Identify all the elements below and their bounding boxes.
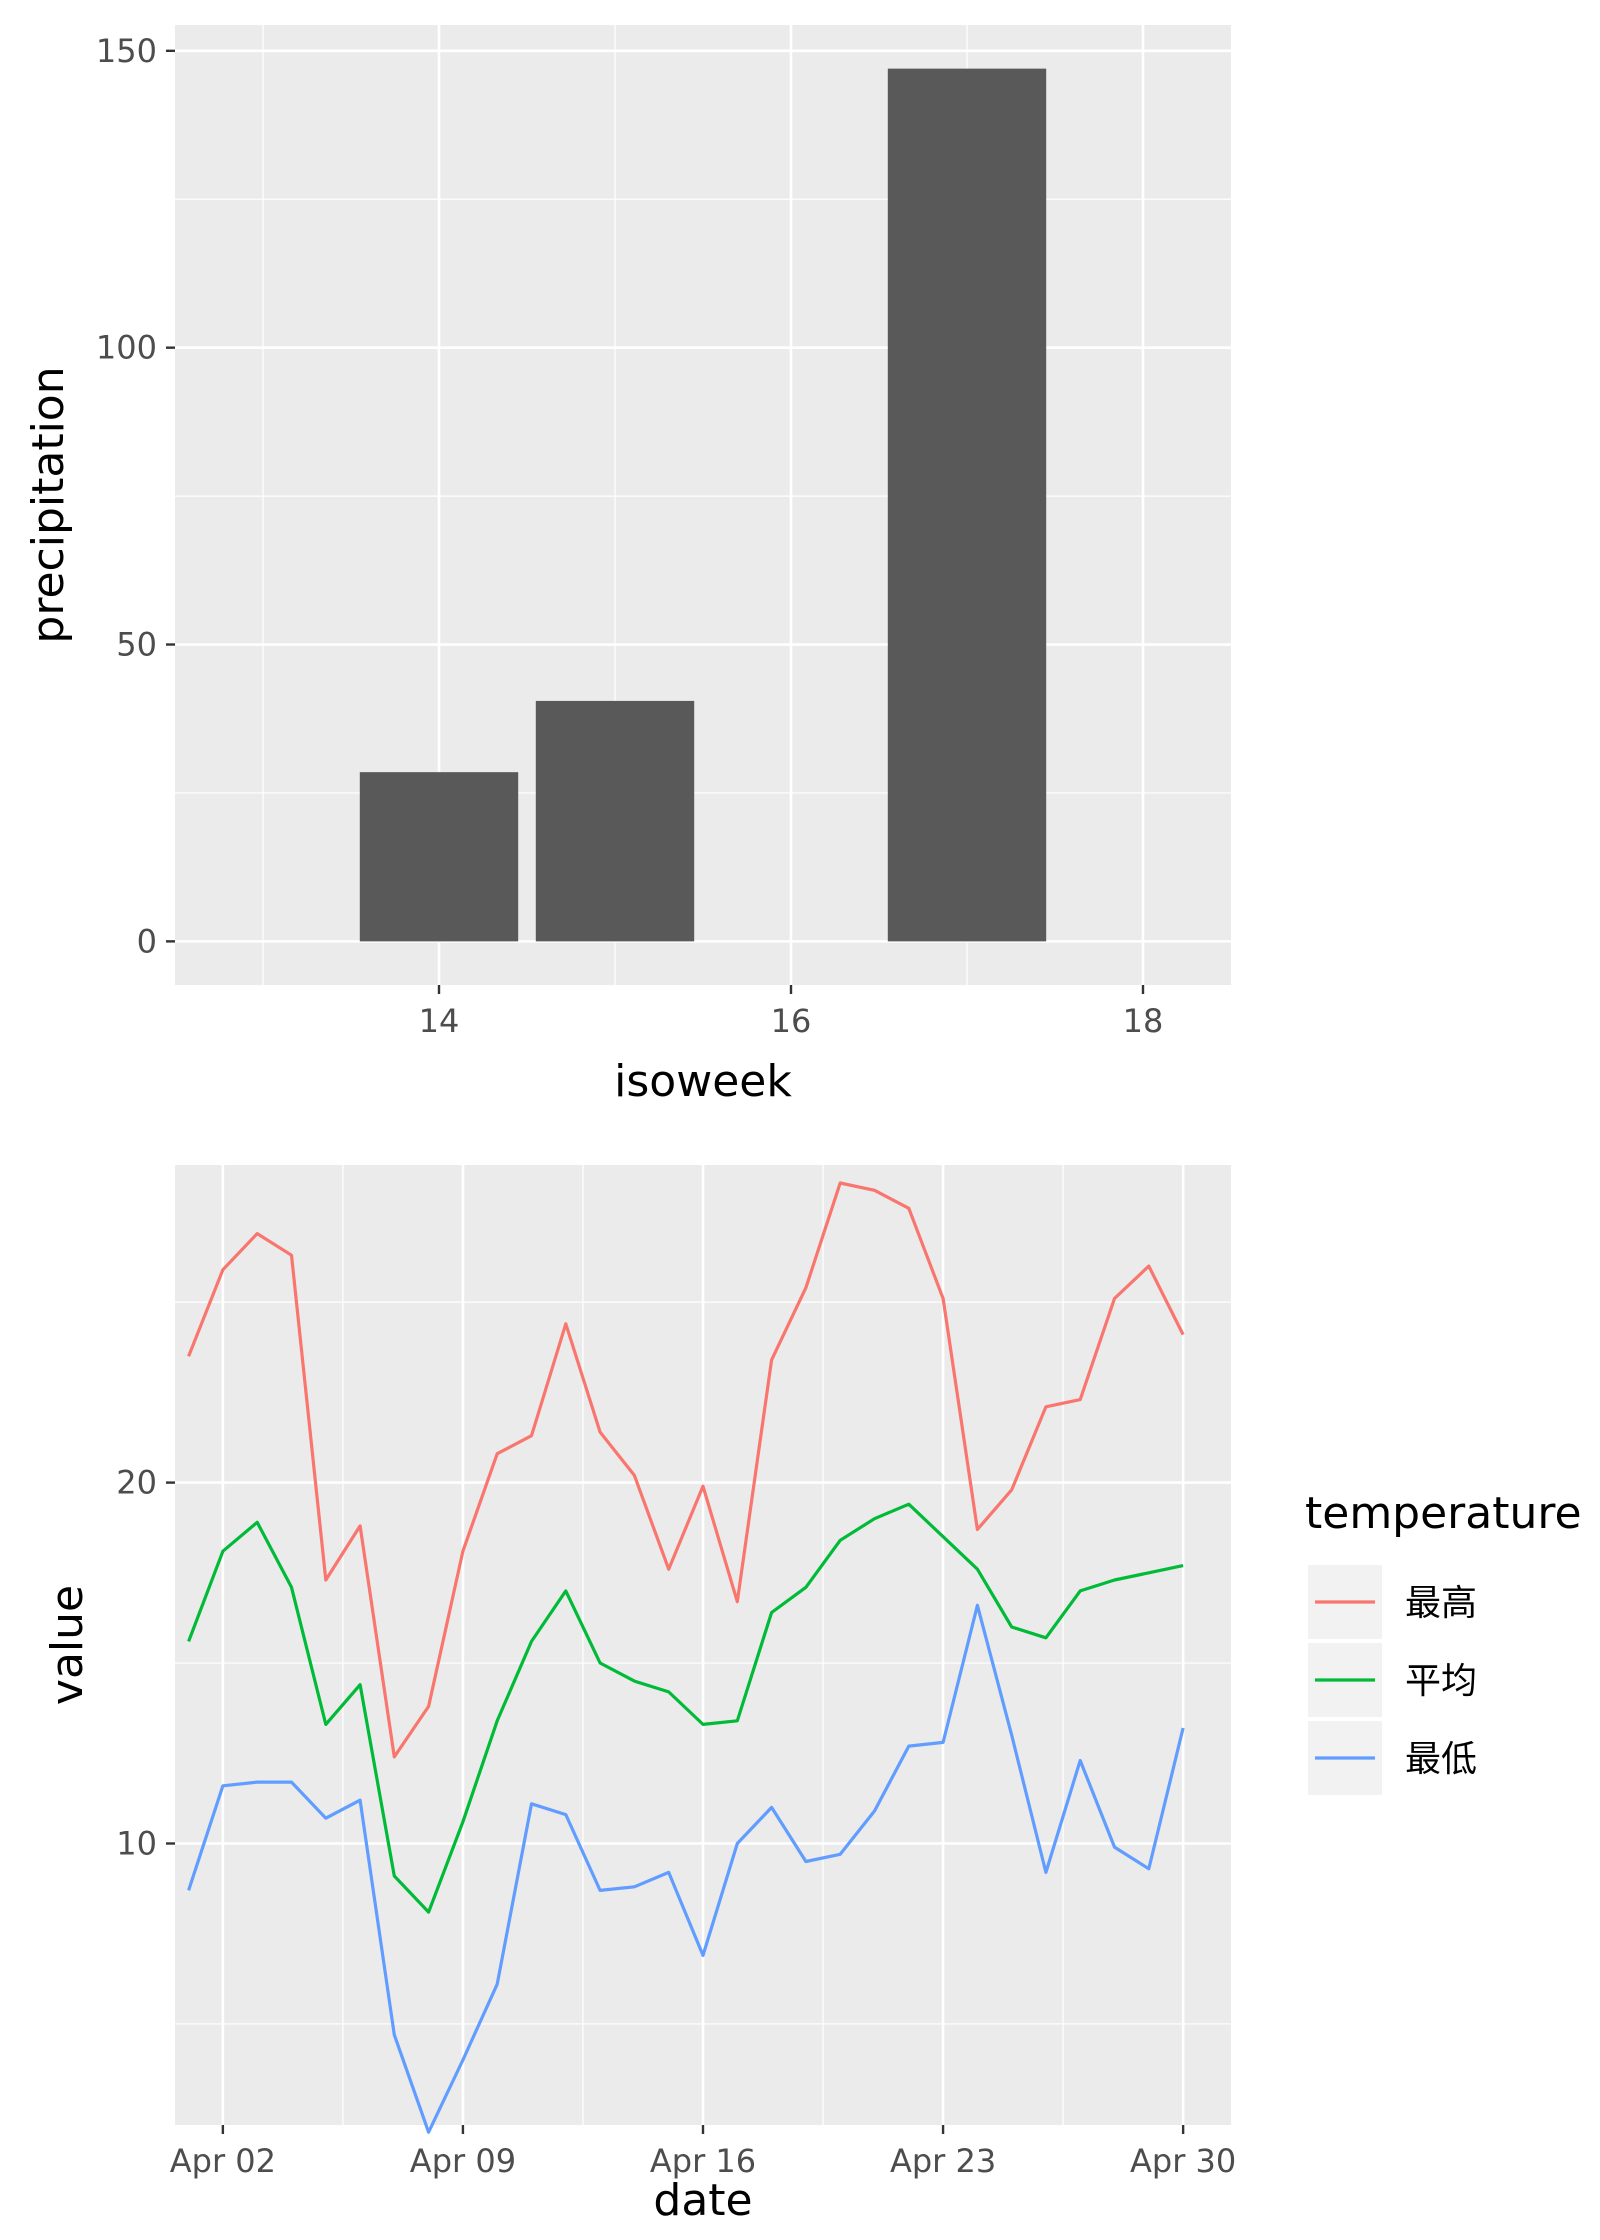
y-tick-label: 10 — [116, 1824, 157, 1862]
x-tick-label: Apr 30 — [1130, 2142, 1236, 2180]
line-chart-y-axis-title: value — [42, 1585, 93, 1705]
line-chart-series — [187, 1181, 1185, 2134]
x-tick-label: 18 — [1123, 1002, 1164, 1040]
bar — [887, 68, 1047, 942]
x-tick-label: 14 — [419, 1002, 460, 1040]
x-tick-label: Apr 23 — [890, 2142, 996, 2180]
y-tick-label: 20 — [116, 1464, 157, 1502]
x-tick-label: 16 — [771, 1002, 812, 1040]
x-tick-label: Apr 02 — [170, 2142, 276, 2180]
bar-chart-x-axis-title: isoweek — [614, 1056, 792, 1107]
series-line — [187, 1502, 1184, 1914]
legend-label: 最高 — [1405, 1583, 1477, 1624]
bar-chart-axes: 0 50 100 150 14 16 18 — [96, 32, 1163, 1040]
bar — [359, 772, 519, 942]
x-tick-label: Apr 09 — [410, 2142, 516, 2180]
legend-label: 最低 — [1405, 1739, 1477, 1780]
precipitation-bar-chart: 0 50 100 150 14 16 18 isoweek precipitation — [23, 25, 1231, 1107]
line-chart-x-axis-title: date — [653, 2175, 752, 2226]
x-tick-label: Apr 16 — [650, 2142, 756, 2180]
bar-chart-bars — [359, 68, 1047, 942]
series-line — [187, 1603, 1185, 2134]
series-line — [187, 1181, 1185, 1759]
legend-title: temperature — [1305, 1488, 1582, 1539]
legend-label: 平均 — [1405, 1661, 1477, 1702]
y-tick-label: 0 — [137, 922, 157, 960]
bar — [535, 700, 695, 942]
y-tick-label: 100 — [96, 329, 157, 367]
y-tick-label: 50 — [116, 626, 157, 664]
bar-chart-y-axis-title: precipitation — [23, 366, 74, 643]
line-chart-axes: 10 20 Apr 02 Apr 09 Apr 16 Apr 23 Apr 30 — [116, 1464, 1236, 2180]
bar-chart-panel — [175, 25, 1231, 985]
y-tick-label: 150 — [96, 32, 157, 70]
